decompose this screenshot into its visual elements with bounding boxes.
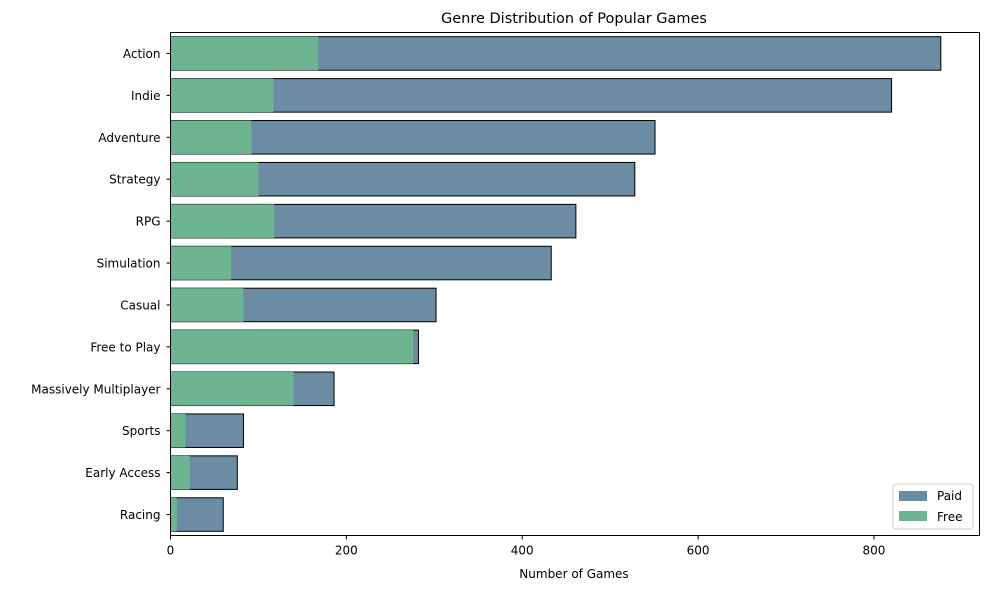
x-tick-label-400: 400 (511, 544, 534, 558)
bar-free-strategy (170, 162, 259, 196)
bar-free-early-access (170, 455, 190, 490)
bars-group (170, 36, 942, 532)
bar-paid-simulation (170, 245, 552, 281)
x-tick-label-200: 200 (335, 544, 358, 558)
bar-free-casual (170, 288, 244, 322)
bar-free-indie (170, 78, 274, 113)
y-tick-label-sports: Sports (122, 424, 160, 438)
bar-free-action (170, 36, 319, 71)
bar-paid-racing (170, 497, 224, 532)
legend-label-paid: Paid (937, 489, 962, 503)
bar-free-racing (170, 497, 177, 532)
x-axis-ticks: 0 200 400 600 800 (167, 535, 886, 558)
y-tick-label-strategy: Strategy (109, 173, 160, 187)
legend: Paid Free (892, 483, 974, 530)
x-tick-label-600: 600 (687, 544, 710, 558)
y-tick-label-adventure: Adventure (98, 131, 160, 145)
y-tick-label-racing: Racing (120, 508, 161, 522)
x-tick-label-800: 800 (863, 544, 886, 558)
y-tick-label-casual: Casual (120, 298, 160, 312)
legend-swatch-paid (899, 491, 927, 501)
chart-title: Genre Distribution of Popular Games (441, 11, 707, 27)
x-tick-label-0: 0 (167, 544, 175, 558)
y-tick-label-massively-multiplayer: Massively Multiplayer (31, 382, 160, 396)
bar-paid-indie (170, 78, 893, 113)
y-tick-label-simulation: Simulation (97, 257, 161, 271)
bar-free-free-to-play (170, 330, 414, 364)
bar-free-massively-multiplayer (170, 372, 294, 406)
legend-swatch-free (899, 511, 927, 521)
bar-free-rpg (170, 204, 275, 238)
y-tick-label-indie: Indie (131, 89, 160, 103)
y-tick-label-early-access: Early Access (85, 466, 160, 480)
y-axis-ticks: Action Indie Adventure Strategy RPG Simulatio… (31, 47, 171, 522)
y-tick-label-free-to-play: Free to Play (90, 340, 160, 354)
y-tick-label-rpg: RPG (136, 215, 161, 229)
bar-free-adventure (170, 120, 252, 155)
bar-free-simulation (170, 246, 232, 280)
legend-label-free: Free (937, 510, 962, 524)
plot-frame (170, 32, 980, 536)
bar-free-sports (170, 413, 186, 448)
y-tick-label-action: Action (123, 47, 161, 61)
x-axis-label: Number of Games (519, 567, 628, 581)
